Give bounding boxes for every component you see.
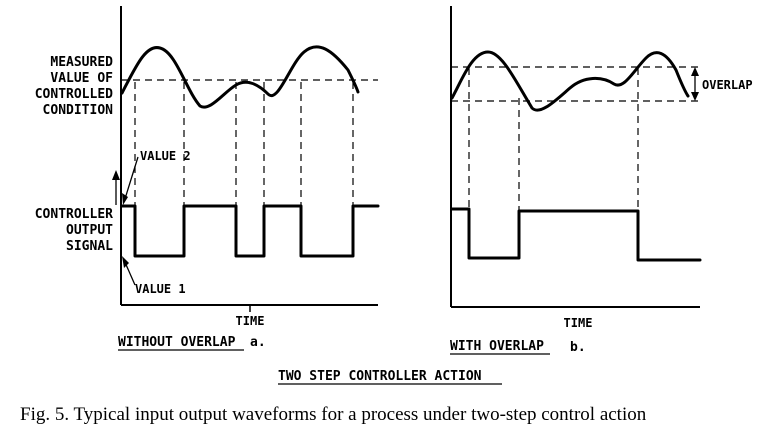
panel-a-measured-label-line-2: VALUE OF [50,71,113,86]
panel-a-output-square-wave [120,204,380,258]
panel-b-x-label: TIME [564,316,593,330]
panel-a-letter: a. [250,335,266,350]
figure-title: TWO STEP CONTROLLER ACTION [278,369,482,384]
panel-a-x-label: TIME [236,314,265,328]
panel-a-measured-label-line-4: CONDITION [43,103,114,118]
panel-b-letter: b. [570,340,586,355]
panel-a-subtitle: WITHOUT OVERLAP [118,335,236,350]
overlap-arrow-down [691,92,699,101]
panel-b-subtitle: WITH OVERLAP [450,339,544,354]
panel-a-measured-label-line-1: MEASURED [50,55,113,70]
value-2-arrowhead [122,193,128,205]
value-1-arrowhead [122,256,129,268]
figure-caption: Fig. 5. Typical input output waveforms f… [20,404,647,425]
panel-a-output-label-line-1: CONTROLLER [35,207,113,222]
panel-a: MEASURED VALUE OF CONTROLLED CONDITION C… [35,6,380,351]
panel-a-output-label-line-3: SIGNAL [66,239,113,254]
overlap-label: OVERLAP [702,78,753,92]
panel-a-measured-label-line-3: CONTROLLED [35,87,113,102]
panel-a-output-arrowhead [112,170,120,180]
panel-a-output-label-line-2: OUTPUT [66,223,113,238]
panel-b-output-square-wave [450,207,702,262]
panel-a-measured-wave [120,45,360,109]
panel-b-measured-wave [450,50,690,112]
overlap-arrow-up [691,67,699,76]
value-2-pointer [123,156,139,203]
value-1-label: VALUE 1 [135,282,186,296]
panel-b: OVERLAP TIME WITH OVERLAP b. [450,6,753,355]
value-2-label: VALUE 2 [140,149,191,163]
